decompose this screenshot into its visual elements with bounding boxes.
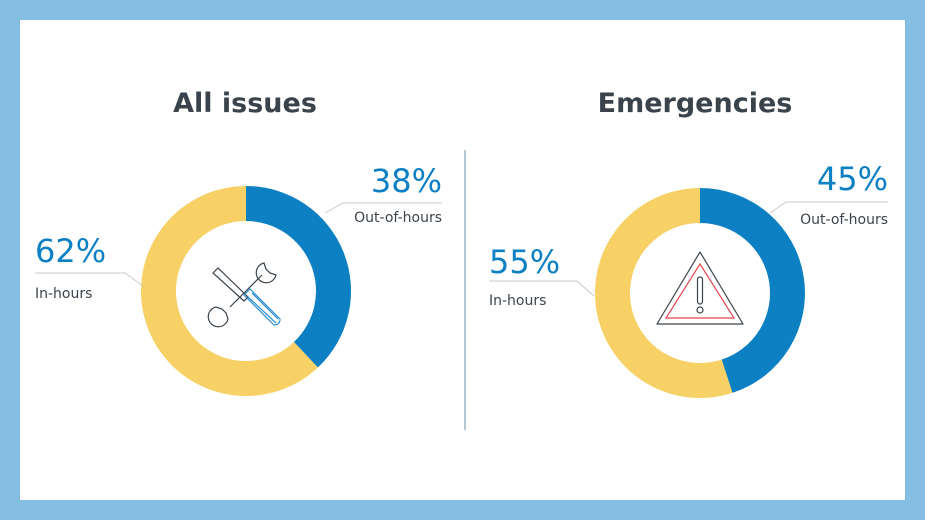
data-label-out-of-hours-pct: 45% bbox=[817, 160, 888, 198]
donut-slice-out-of-hours bbox=[246, 186, 351, 368]
donut-slice-out-of-hours bbox=[700, 188, 806, 393]
data-label-in-hours-pct: 55% bbox=[489, 243, 560, 281]
warning-icon bbox=[656, 251, 744, 325]
data-label-out-of-hours: Out-of-hours bbox=[354, 210, 442, 226]
donut-slice-in-hours bbox=[141, 186, 318, 396]
donut-all-issues bbox=[141, 186, 351, 396]
data-label-out-of-hours: Out-of-hours bbox=[800, 212, 888, 228]
data-label-in-hours: In-hours bbox=[35, 286, 92, 302]
leader-line-out-of-hours bbox=[769, 201, 888, 214]
leader-line-in-hours bbox=[489, 280, 595, 297]
tools-icon bbox=[207, 262, 281, 328]
leader-line-in-hours bbox=[35, 272, 144, 287]
data-label-out-of-hours-pct: 38% bbox=[371, 162, 442, 200]
leader-line-out-of-hours bbox=[324, 202, 442, 214]
chart-title-emergencies: Emergencies bbox=[598, 88, 793, 119]
chart-title-all-issues: All issues bbox=[173, 88, 317, 119]
data-label-in-hours-pct: 62% bbox=[35, 232, 106, 270]
data-label-in-hours: In-hours bbox=[489, 293, 546, 309]
donut-emergencies bbox=[595, 188, 806, 398]
donut-slice-in-hours bbox=[595, 188, 733, 398]
